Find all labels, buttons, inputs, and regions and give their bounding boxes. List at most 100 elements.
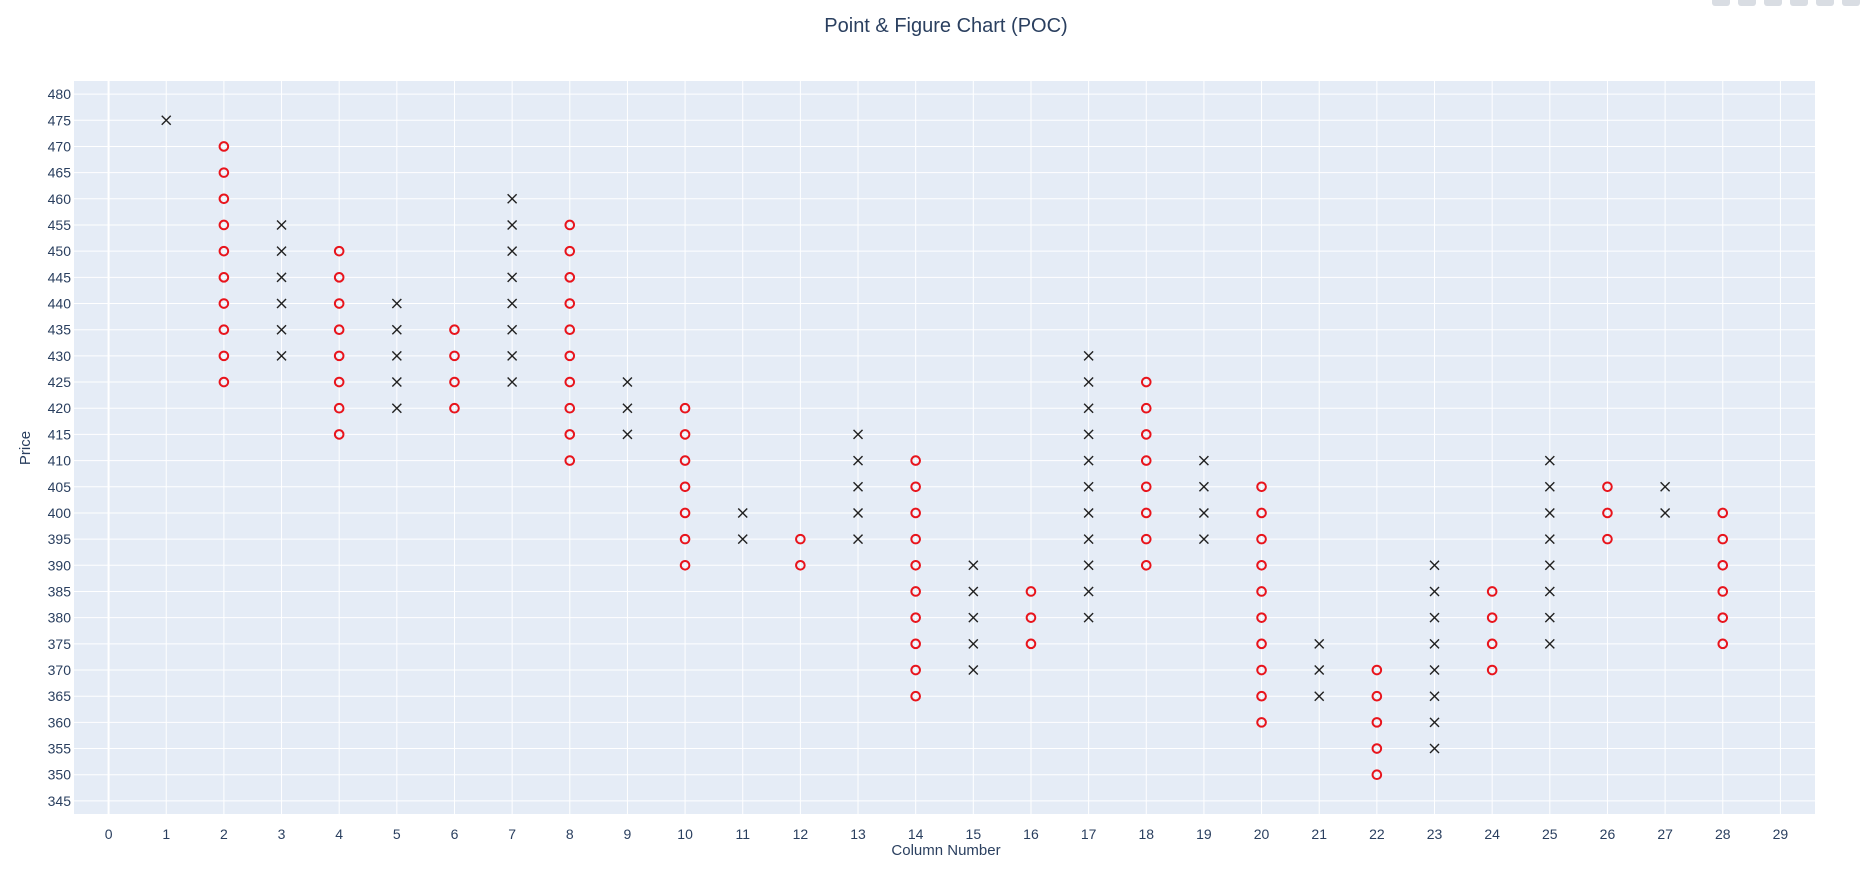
o-marker <box>1256 717 1267 728</box>
o-marker <box>910 612 921 623</box>
x-marker <box>1314 665 1325 676</box>
x-marker <box>1429 743 1440 754</box>
y-tick-label: 365 <box>48 688 72 704</box>
x-marker <box>1314 638 1325 649</box>
x-tick-label: 26 <box>1600 826 1616 842</box>
x-marker <box>1429 717 1440 728</box>
o-marker <box>795 560 806 571</box>
y-tick-label: 345 <box>48 793 72 809</box>
x-marker <box>1544 586 1555 597</box>
x-marker <box>391 350 402 361</box>
x-marker <box>507 350 518 361</box>
x-tick-label: 12 <box>793 826 809 842</box>
o-marker <box>1140 376 1152 388</box>
o-marker <box>1140 560 1152 571</box>
o-marker <box>333 429 345 440</box>
y-tick-label: 350 <box>48 767 72 783</box>
o-marker <box>564 245 576 257</box>
o-marker <box>1486 664 1498 676</box>
o-marker <box>218 298 230 309</box>
y-tick-label: 425 <box>48 374 72 390</box>
o-marker <box>910 690 921 702</box>
x-marker <box>1083 455 1094 466</box>
o-marker <box>1140 533 1152 545</box>
x-marker <box>1429 638 1440 649</box>
x-marker <box>507 193 518 204</box>
y-tick-label: 445 <box>48 269 72 285</box>
o-marker <box>910 664 921 676</box>
o-marker <box>795 533 806 545</box>
y-tick-label: 440 <box>48 296 72 312</box>
x-tick-label: 15 <box>966 826 982 842</box>
o-marker <box>679 481 691 493</box>
o-marker <box>333 376 345 388</box>
x-marker <box>276 350 287 361</box>
o-marker <box>449 324 460 335</box>
o-marker <box>1717 638 1729 650</box>
o-marker <box>218 167 230 178</box>
modebar-button[interactable] <box>1738 0 1756 6</box>
o-marker <box>1717 507 1729 519</box>
modebar-button[interactable] <box>1712 0 1730 6</box>
x-marker <box>968 586 979 597</box>
y-tick-label: 390 <box>48 557 72 573</box>
x-marker <box>1314 691 1325 702</box>
x-marker <box>1198 507 1209 518</box>
x-marker <box>1544 455 1555 466</box>
o-marker <box>333 298 345 309</box>
y-tick-label: 460 <box>48 191 72 207</box>
o-marker <box>333 245 345 257</box>
y-tick-label: 430 <box>48 348 72 364</box>
o-marker <box>1602 533 1613 545</box>
y-tick-label: 405 <box>48 479 72 495</box>
o-marker <box>1140 429 1152 440</box>
o-marker <box>1140 507 1152 519</box>
x-marker <box>1429 586 1440 597</box>
modebar-button[interactable] <box>1764 0 1782 6</box>
x-tick-label: 16 <box>1023 826 1039 842</box>
x-marker <box>622 403 633 414</box>
x-tick-label: 25 <box>1542 826 1558 842</box>
o-marker <box>679 533 691 545</box>
o-marker <box>449 350 460 362</box>
x-marker <box>1429 665 1440 676</box>
x-tick-label: 23 <box>1427 826 1443 842</box>
o-marker <box>564 272 576 283</box>
x-tick-label: 20 <box>1254 826 1270 842</box>
modebar[interactable] <box>1712 0 1860 6</box>
o-marker <box>1025 638 1037 650</box>
o-marker <box>1486 586 1498 597</box>
o-marker <box>679 507 691 519</box>
o-marker <box>564 219 576 231</box>
x-axis-title: Column Number <box>891 842 1000 859</box>
x-marker <box>853 429 864 440</box>
modebar-button[interactable] <box>1816 0 1834 6</box>
o-marker <box>1140 481 1152 493</box>
modebar-button[interactable] <box>1790 0 1808 6</box>
o-marker <box>218 245 230 257</box>
x-marker <box>853 455 864 466</box>
y-tick-label: 470 <box>48 138 72 154</box>
y-tick-label: 435 <box>48 322 72 338</box>
o-marker <box>218 141 230 152</box>
o-marker <box>1025 612 1037 623</box>
o-marker <box>218 324 230 335</box>
o-marker <box>1256 690 1267 702</box>
x-tick-label: 21 <box>1311 826 1327 842</box>
x-tick-label: 10 <box>677 826 693 842</box>
x-marker <box>853 507 864 518</box>
x-tick-label: 24 <box>1484 826 1500 842</box>
o-marker <box>1717 586 1729 597</box>
o-marker <box>1371 690 1383 702</box>
modebar-button[interactable] <box>1842 0 1860 6</box>
o-marker <box>449 402 460 414</box>
x-tick-label: 14 <box>908 826 924 842</box>
x-marker <box>1083 612 1094 623</box>
x-marker <box>1198 455 1209 466</box>
y-tick-label: 455 <box>48 217 72 233</box>
x-marker <box>391 324 402 335</box>
o-marker <box>1486 612 1498 623</box>
y-tick-label: 480 <box>48 86 72 102</box>
plot-background <box>74 81 1815 814</box>
x-tick-label: 1 <box>162 826 170 842</box>
